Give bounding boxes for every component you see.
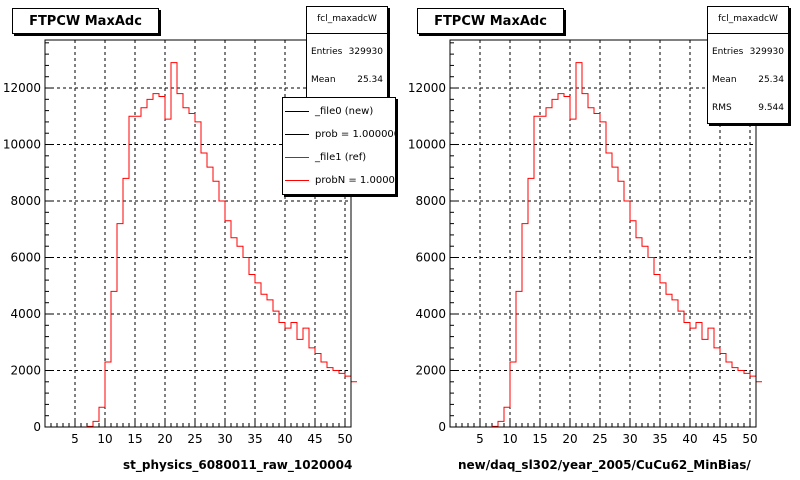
plot-frame bbox=[44, 39, 352, 428]
y-tick-label: 0 bbox=[438, 420, 446, 434]
y-tick-label: 2000 bbox=[415, 364, 446, 378]
y-tick-label: 10000 bbox=[3, 138, 41, 152]
y-tick-label: 12000 bbox=[3, 81, 41, 95]
y-tick-label: 4000 bbox=[415, 307, 446, 321]
x-tick-label: 25 bbox=[592, 432, 607, 446]
plot-area bbox=[450, 40, 756, 427]
stats-rms-label: RMS bbox=[712, 103, 732, 113]
legend-item-file1: _file1 (ref) bbox=[285, 148, 395, 166]
histogram-title: FTPCW MaxAdc bbox=[12, 8, 159, 34]
y-tick-label: 10000 bbox=[408, 138, 446, 152]
x-tick-label: 35 bbox=[247, 432, 262, 446]
stats-rms-row: RMS 9.544 bbox=[712, 103, 784, 113]
x-tick-label: 15 bbox=[532, 432, 547, 446]
legend-item-file0: _file0 (new) bbox=[285, 102, 395, 120]
stats-name: fcl_maxadcW bbox=[317, 14, 377, 24]
x-tick-label: 45 bbox=[307, 432, 322, 446]
histogram-title: FTPCW MaxAdc bbox=[417, 8, 564, 34]
x-tick-label: 45 bbox=[712, 432, 727, 446]
histogram-series-line bbox=[456, 62, 762, 428]
stats-mean-value: 25.34 bbox=[357, 75, 383, 85]
x-tick-label: 30 bbox=[217, 432, 232, 446]
legend-item-prob: prob = 1.000000 bbox=[285, 125, 396, 143]
stats-entries-value: 329930 bbox=[348, 47, 383, 57]
x-tick-label: 5 bbox=[71, 432, 79, 446]
histogram-series-line bbox=[51, 62, 357, 428]
legend-label: probN = 1.000000 bbox=[315, 174, 395, 186]
stats-box: fcl_maxadcW Entries 329930 Mean 25.34 RM… bbox=[707, 6, 789, 124]
legend-label: _file0 (new) bbox=[315, 105, 374, 117]
stats-mean-label: Mean bbox=[311, 75, 336, 85]
y-tick-label: 6000 bbox=[415, 251, 446, 265]
legend-box: _file0 (new) prob = 1.000000 _file1 (ref… bbox=[282, 97, 396, 195]
x-tick-label: 15 bbox=[127, 432, 142, 446]
y-tick-label: 4000 bbox=[10, 307, 41, 321]
x-tick-label: 25 bbox=[187, 432, 202, 446]
legend-line-red bbox=[285, 179, 309, 181]
y-tick-label: 12000 bbox=[408, 81, 446, 95]
legend-line-black bbox=[285, 110, 309, 112]
x-axis-title: st_physics_6080011_raw_1020004 bbox=[123, 458, 353, 472]
stats-mean-row: Mean 25.34 bbox=[311, 75, 383, 85]
y-tick-label: 6000 bbox=[10, 251, 41, 265]
stats-mean-label: Mean bbox=[712, 75, 737, 85]
legend-item-probn: probN = 1.000000 bbox=[285, 171, 395, 189]
stats-entries-row: Entries 329930 bbox=[311, 47, 383, 57]
legend-label: _file1 (ref) bbox=[315, 151, 367, 163]
x-tick-label: 20 bbox=[562, 432, 577, 446]
stats-rms-value: 9.544 bbox=[758, 103, 784, 113]
y-tick-label: 0 bbox=[33, 420, 41, 434]
stats-entries-label: Entries bbox=[712, 47, 744, 57]
plot-frame bbox=[449, 39, 757, 428]
y-tick-label: 8000 bbox=[10, 194, 41, 208]
y-tick-label: 8000 bbox=[415, 194, 446, 208]
x-tick-label: 20 bbox=[157, 432, 172, 446]
stats-entries-value: 329930 bbox=[749, 47, 784, 57]
x-tick-label: 10 bbox=[97, 432, 112, 446]
x-tick-label: 50 bbox=[742, 432, 757, 446]
legend-label: prob = 1.000000 bbox=[315, 128, 396, 140]
histogram-panel-left: 5 10 15 20 25 30 35 40 45 50 0 2000 4000 6000 8000 1000… bbox=[0, 0, 396, 480]
stats-entries-label: Entries bbox=[311, 47, 343, 57]
stats-entries-row: Entries 329930 bbox=[712, 47, 784, 57]
stats-name: fcl_maxadcW bbox=[718, 14, 778, 24]
x-tick-label: 40 bbox=[277, 432, 292, 446]
legend-line-red bbox=[285, 156, 309, 158]
x-tick-label: 50 bbox=[337, 432, 352, 446]
stats-divider bbox=[708, 33, 788, 34]
histogram-panel-right: 5 10 15 20 25 30 35 40 45 50 0 2000 4000 6000 8000 1000… bbox=[405, 0, 800, 480]
x-tick-label: 30 bbox=[622, 432, 637, 446]
histogram-plot-right: 5 10 15 20 25 30 35 40 45 50 0 2000 4000 6000 8000 1000… bbox=[408, 39, 762, 446]
stats-mean-value: 25.34 bbox=[758, 75, 784, 85]
stats-divider bbox=[307, 33, 387, 34]
x-axis-title: new/daq_sl302/year_2005/CuCu62_MinBias/ bbox=[458, 458, 751, 472]
x-tick-label: 10 bbox=[502, 432, 517, 446]
stats-mean-row: Mean 25.34 bbox=[712, 75, 784, 85]
legend-line-black bbox=[285, 133, 309, 135]
x-tick-label: 40 bbox=[682, 432, 697, 446]
y-tick-label: 2000 bbox=[10, 364, 41, 378]
x-tick-label: 5 bbox=[476, 432, 484, 446]
x-tick-label: 35 bbox=[652, 432, 667, 446]
